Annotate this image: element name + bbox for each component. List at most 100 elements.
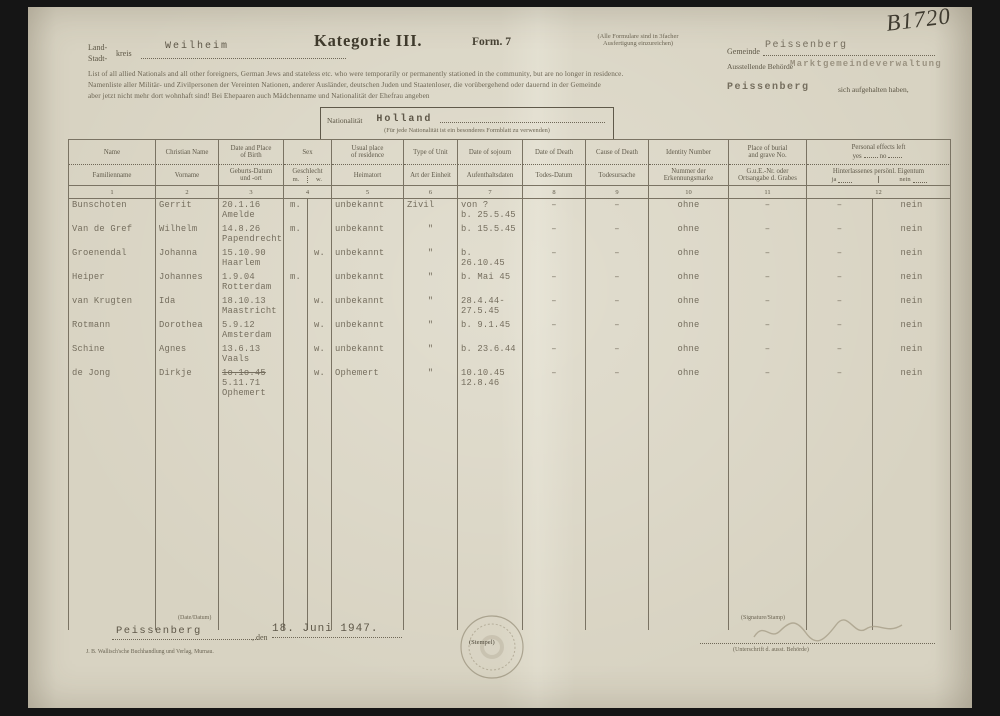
table-cell-name: Rotmann	[69, 319, 156, 343]
intro-english: List of all allied Nationals and all oth…	[88, 70, 624, 78]
col-residence-en: Usual place of residence	[332, 140, 404, 165]
table-cell-name: Schine	[69, 343, 156, 367]
table-cell-idnum: ohne	[649, 247, 729, 271]
birth-text: 20.1.16 Amelde	[222, 200, 261, 220]
district-label-kreis: kreis	[116, 49, 132, 58]
table-cell-birth: 18.10.13 Maastricht	[219, 295, 284, 319]
col-sex-en: Sex	[284, 140, 332, 165]
col-sojourn-en: Date of sojourn	[458, 140, 523, 165]
birth-text: 5.11.71 Ophemert	[222, 377, 266, 398]
table-cell-einheit: "	[404, 343, 458, 367]
table-cell-empty	[404, 398, 458, 631]
birth-text: 5.9.12 Amsterdam	[222, 320, 272, 340]
table-cell-m: m.	[284, 223, 308, 247]
table-cell-birth: 20.1.16 Amelde	[219, 199, 284, 223]
col-name-en: Name	[69, 140, 156, 165]
table-cell-ja: –	[807, 295, 873, 319]
table-cell-empty	[586, 398, 649, 631]
col-geburt-de: Geburts-Datum und -ort	[219, 165, 284, 185]
district-label-land: Land-	[88, 43, 108, 52]
table-cell-heimat: unbekannt	[332, 223, 404, 247]
table-cell-name: Van de Gref	[69, 223, 156, 247]
col-death-date-en: Date of Death	[523, 140, 586, 165]
table-cell-vorname: Ida	[156, 295, 219, 319]
table-cell-w	[308, 271, 332, 295]
gemeinde-blank-line	[763, 55, 935, 56]
table-cell-empty	[219, 398, 284, 631]
table-cell-empty	[729, 398, 807, 631]
table-cell-empty	[69, 398, 156, 631]
table-cell-idnum: ohne	[649, 223, 729, 247]
table-cell-death: –	[523, 247, 586, 271]
table-cell-cause: –	[586, 343, 649, 367]
gemeinde-label: Gemeinde	[727, 47, 760, 56]
table-cell-stay: 10.10.45 12.8.46	[458, 367, 523, 399]
table-cell-empty	[873, 398, 951, 631]
table-cell-grave: –	[729, 295, 807, 319]
col-birth-en: Date and Place of Birth	[219, 140, 284, 165]
gemeinde-value: Peissenberg	[765, 40, 848, 51]
table-cell-stay: 28.4.44- 27.5.45	[458, 295, 523, 319]
table-cell-cause: –	[586, 199, 649, 223]
table-cell-nein: nein	[873, 295, 951, 319]
table-cell-cause: –	[586, 319, 649, 343]
table-cell-death: –	[523, 271, 586, 295]
table-cell-death: –	[523, 223, 586, 247]
table-cell-heimat: unbekannt	[332, 271, 404, 295]
table-cell-heimat: unbekannt	[332, 295, 404, 319]
birth-text: 14.8.26 Papendrecht	[222, 224, 283, 244]
col-effects-en: Personal effects left yes no	[807, 140, 951, 165]
table-cell-m	[284, 343, 308, 367]
birth-text: 18.10.13 Maastricht	[222, 296, 277, 316]
table-cell-m: m.	[284, 271, 308, 295]
col-death-cause-en: Cause of Death	[586, 140, 649, 165]
table-cell-name: van Krugten	[69, 295, 156, 319]
table-cell-stay: b. 15.5.45	[458, 223, 523, 247]
col-unit-en: Type of Unit	[404, 140, 458, 165]
table-cell-name: de Jong	[69, 367, 156, 399]
table-cell-stay: b. Mai 45	[458, 271, 523, 295]
footer-den-label: , den	[252, 633, 268, 642]
behoerde-value: Marktgemeindeverwaltung	[790, 59, 942, 69]
table-cell-grave: –	[729, 319, 807, 343]
col-einheit-de: Art der Einheit	[404, 165, 458, 185]
table-cell-birth: 1o.1o.45 5.11.71 Ophemert	[219, 367, 284, 399]
table-cell-birth: 5.9.12 Amsterdam	[219, 319, 284, 343]
table-cell-nein: nein	[873, 367, 951, 399]
official-stamp: (Stempel)	[456, 611, 528, 683]
table-cell-name: Heiper	[69, 271, 156, 295]
table-cell-empty	[649, 398, 729, 631]
printer-credit: J. B. Wallisch'sche Buchhandlung und Ver…	[86, 649, 214, 655]
table-cell-w: w.	[308, 295, 332, 319]
form-number: Form. 7	[472, 36, 511, 48]
table-cell-empty	[523, 398, 586, 631]
table-cell-cause: –	[586, 295, 649, 319]
table-cell-empty	[308, 398, 332, 631]
table-cell-einheit: "	[404, 319, 458, 343]
table-cell-stay: b. 9.1.45	[458, 319, 523, 343]
col-todesdatum-de: Todes-Datum	[523, 165, 586, 185]
table-cell-m	[284, 319, 308, 343]
col-identity-en: Identity Number	[649, 140, 729, 165]
table-cell-ja: –	[807, 367, 873, 399]
table-cell-birth: 1.9.04 Rotterdam	[219, 271, 284, 295]
table-cell-grave: –	[729, 367, 807, 399]
table-cell-w: w.	[308, 319, 332, 343]
col-vorname-de: Vorname	[156, 165, 219, 185]
table-cell-cause: –	[586, 271, 649, 295]
table-cell-grave: –	[729, 199, 807, 223]
table-cell-einheit: Zivil	[404, 199, 458, 223]
table-cell-birth: 14.8.26 Papendrecht	[219, 223, 284, 247]
table-cell-cause: –	[586, 367, 649, 399]
district-label-stadt: Stadt-	[88, 54, 108, 63]
table-cell-idnum: ohne	[649, 367, 729, 399]
intro-german-1: Namenliste aller Militär- und Zivilperso…	[88, 81, 601, 89]
table-cell-death: –	[523, 319, 586, 343]
table-cell-death: –	[523, 199, 586, 223]
table-cell-vorname: Gerrit	[156, 199, 219, 223]
signature-label: (Signature/Stamp)	[741, 615, 785, 621]
table-body: Bunschoten Gerrit 20.1.16 Amelde m. unbekann…	[69, 199, 951, 631]
behoerde-place: Peissenberg	[727, 82, 810, 93]
table-cell-nein: nein	[873, 223, 951, 247]
col-todesursache-de: Todesursache	[586, 165, 649, 185]
